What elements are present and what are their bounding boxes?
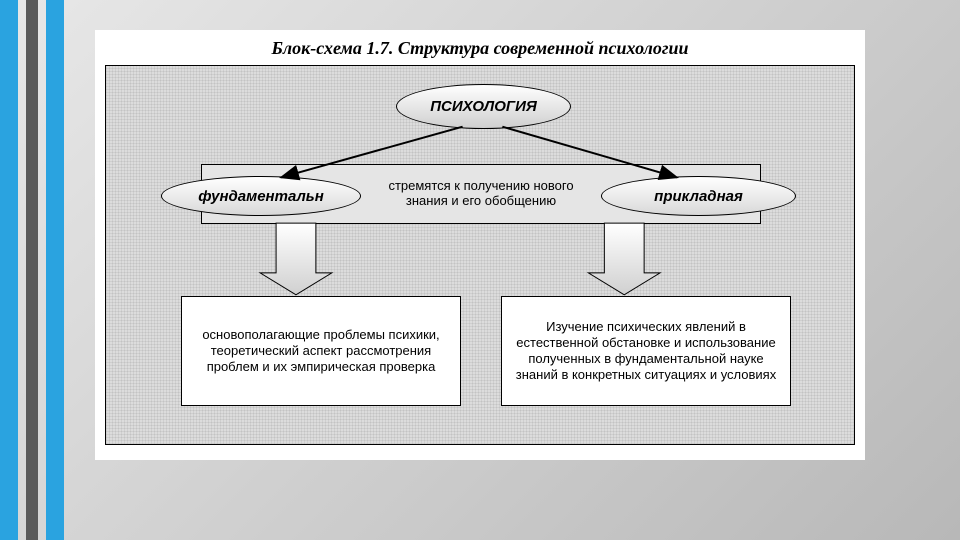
node-right-ellipse-label: прикладная: [654, 188, 743, 205]
stripe-blue-2: [46, 0, 64, 540]
stripe-blue-1: [0, 0, 18, 540]
node-left-ellipse: фундаментальн: [161, 176, 361, 216]
stripe-gap-2: [38, 0, 46, 540]
node-right-box: Изучение психических явлений в естествен…: [501, 296, 791, 406]
node-root-label: ПСИХОЛОГИЯ: [430, 98, 537, 115]
node-bar-label: стремятся к получению нового знания и ег…: [371, 179, 591, 209]
node-right-box-label: Изучение психических явлений в естествен…: [510, 319, 782, 384]
node-left-box: основополагающие проблемы психики, теоре…: [181, 296, 461, 406]
diagram-canvas: Блок-схема 1.7. Структура современной пс…: [95, 30, 865, 460]
node-root: ПСИХОЛОГИЯ: [396, 84, 571, 129]
side-stripes: [0, 0, 64, 540]
flowchart: стремятся к получению нового знания и ег…: [105, 65, 855, 445]
node-left-ellipse-label: фундаментальн: [198, 188, 324, 205]
node-right-ellipse: прикладная: [601, 176, 796, 216]
stripe-gap-1: [18, 0, 26, 540]
diagram-title: Блок-схема 1.7. Структура современной пс…: [95, 30, 865, 65]
stripe-gray: [26, 0, 38, 540]
node-left-box-label: основополагающие проблемы психики, теоре…: [190, 327, 452, 376]
